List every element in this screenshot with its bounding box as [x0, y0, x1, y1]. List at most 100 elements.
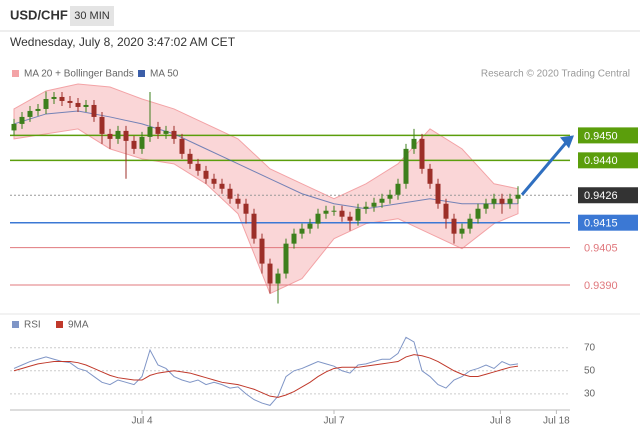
candle-body: [147, 126, 153, 137]
forecast-arrow: [520, 139, 570, 196]
candle-body: [75, 102, 81, 107]
candle-body: [443, 203, 449, 219]
candle-body: [331, 210, 337, 212]
candle-body: [83, 104, 89, 107]
candle-body: [459, 228, 465, 234]
candle-body: [387, 194, 393, 199]
candle-body: [507, 198, 513, 204]
legend-swatch: [12, 70, 19, 77]
level-label: 0.9426: [584, 190, 618, 202]
candle-body: [235, 198, 241, 204]
candle-body: [107, 133, 113, 139]
candle-body: [267, 263, 273, 284]
candle-body: [91, 104, 97, 117]
symbol: USD/CHF: [10, 7, 68, 22]
candle-body: [355, 208, 361, 221]
bollinger-band: [13, 83, 519, 295]
level-label: 0.9405: [584, 243, 618, 255]
legend-label: MA 20 + Bollinger Bands: [24, 69, 134, 80]
level-label-box: [578, 187, 638, 204]
candle-body: [467, 218, 473, 229]
candle-body: [155, 126, 161, 134]
legend-swatch: [138, 70, 145, 77]
level-label-box: [578, 127, 638, 144]
candle-body: [371, 202, 377, 207]
candle-body: [35, 108, 41, 111]
candle-body: [219, 183, 225, 189]
y-tick-label: 30: [584, 388, 596, 399]
interval: 30 MIN: [74, 10, 110, 22]
candle-body: [419, 138, 425, 169]
candle-body: [139, 136, 145, 149]
candle-body: [315, 213, 321, 224]
candle-body: [435, 183, 441, 204]
candle-body: [131, 140, 137, 149]
candle-body: [323, 210, 329, 214]
candle-body: [67, 100, 73, 103]
y-tick-label: 50: [584, 365, 596, 376]
timestamp: Wednesday, July 8, 2020 3:47:02 AM CET: [10, 35, 236, 49]
level-label: 0.9390: [584, 280, 618, 292]
interval-box: [70, 6, 114, 26]
legend-label: MA 50: [150, 69, 179, 80]
candle-body: [51, 96, 57, 99]
ma-line: [13, 110, 518, 210]
candle-body: [491, 198, 497, 204]
candle-body: [339, 210, 345, 217]
candle-body: [291, 233, 297, 244]
forecast-arrowhead: [560, 135, 574, 149]
level-label: 0.9415: [584, 218, 618, 230]
candle-body: [115, 130, 121, 139]
candle-body: [483, 203, 489, 209]
candle-body: [259, 238, 265, 264]
candle-body: [99, 116, 105, 134]
candle-body: [515, 194, 521, 199]
level-label: 0.9450: [584, 130, 618, 142]
candle-body: [275, 273, 281, 284]
candle-body: [27, 110, 33, 117]
x-tick-label: Jul 4: [131, 416, 153, 427]
series-line: [13, 336, 519, 406]
y-tick-label: 70: [584, 342, 596, 353]
candle-body: [243, 203, 249, 214]
candle-body: [347, 216, 353, 221]
candle-body: [395, 183, 401, 195]
candle-body: [59, 96, 65, 101]
candle-body: [411, 138, 417, 149]
candle-body: [403, 148, 409, 184]
candle-body: [211, 178, 217, 184]
candle-body: [19, 116, 25, 124]
x-tick-label: Jul 18: [543, 416, 570, 427]
candle-body: [307, 223, 313, 229]
x-tick-label: Jul 8: [490, 416, 512, 427]
candle-body: [163, 130, 169, 134]
candle-body: [283, 243, 289, 274]
candle-body: [251, 213, 257, 239]
legend-label: 9MA: [68, 320, 89, 331]
candle-body: [187, 153, 193, 164]
candle-body: [451, 218, 457, 234]
candle-body: [179, 138, 185, 154]
series-line: [13, 354, 519, 398]
legend-swatch: [12, 321, 19, 328]
candle-body: [299, 228, 305, 234]
legend-swatch: [56, 321, 63, 328]
level-label: 0.9440: [584, 155, 618, 167]
candle-body: [203, 170, 209, 179]
candle-body: [11, 123, 17, 131]
candle-body: [123, 130, 129, 141]
source: Research © 2020 Trading Central: [481, 69, 630, 80]
candle-body: [379, 198, 385, 203]
level-label-box: [578, 214, 638, 231]
level-label-box: [578, 152, 638, 169]
candle-body: [363, 206, 369, 209]
candle-body: [227, 188, 233, 199]
legend-label: RSI: [24, 320, 41, 331]
candle-body: [171, 130, 177, 139]
x-tick-label: Jul 7: [323, 416, 345, 427]
candle-body: [499, 198, 505, 204]
candle-body: [195, 163, 201, 171]
candle-body: [43, 98, 49, 109]
